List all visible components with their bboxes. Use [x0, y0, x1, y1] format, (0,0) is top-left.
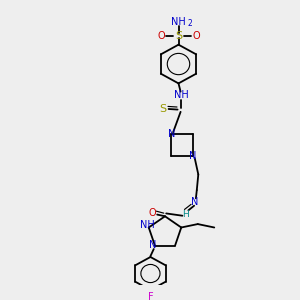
Text: NH: NH	[171, 17, 186, 28]
Text: N: N	[168, 129, 175, 139]
Text: N: N	[148, 240, 156, 250]
Text: 2: 2	[188, 19, 192, 28]
Text: N: N	[191, 197, 199, 207]
Text: F: F	[148, 292, 153, 300]
Text: H: H	[182, 209, 189, 218]
Text: O: O	[157, 31, 165, 41]
Text: NH: NH	[140, 220, 155, 230]
Text: S: S	[175, 31, 182, 41]
Text: O: O	[192, 31, 200, 41]
Text: N: N	[189, 151, 197, 161]
Text: S: S	[160, 104, 167, 114]
Text: NH: NH	[174, 90, 189, 100]
Text: O: O	[148, 208, 156, 218]
